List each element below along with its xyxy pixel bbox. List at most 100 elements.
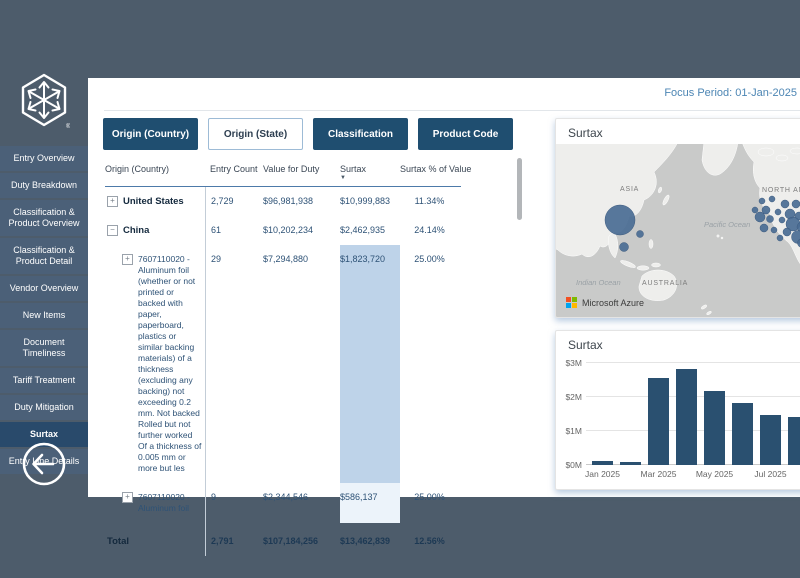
tab-classification[interactable]: Classification (313, 118, 408, 150)
sidebar-nav: Entry Overview Duty Breakdown Classificati… (0, 146, 88, 476)
surtax-bar-chart-card: Surtax $0M $1M $2M $3M Jan 2025 Mar 2025 May 2… (555, 330, 800, 490)
back-button[interactable] (21, 441, 67, 487)
bar-jun-2025[interactable] (732, 402, 753, 465)
surtax-bubble[interactable] (766, 215, 774, 223)
surtax-pct-cell: 24.14% (414, 225, 445, 235)
sidebar-item-entry-overview[interactable]: Entry Overview (0, 146, 88, 171)
surtax-cell[interactable]: $2,462,935 (340, 225, 386, 235)
expand-icon[interactable]: + (107, 196, 118, 207)
column-header-entry-count[interactable]: Entry Count (210, 164, 258, 174)
y-axis-tick-label: $1M (565, 426, 582, 437)
surtax-bubble[interactable] (604, 204, 636, 236)
matrix-scrollbar-thumb[interactable] (517, 158, 522, 220)
sidebar-item-new-items[interactable]: New Items (0, 303, 88, 328)
surtax-pct-cell: 12.56% (414, 536, 445, 546)
surtax-bubble[interactable] (636, 230, 644, 238)
sidebar-item-tariff-treatment[interactable]: Tariff Treatment (0, 368, 88, 393)
sort-descending-icon: ▼ (340, 175, 346, 181)
value-for-duty-cell: $96,981,938 (263, 196, 314, 206)
map-attribution-text: Microsoft Azure (582, 297, 645, 308)
tab-origin-country[interactable]: Origin (Country) (103, 118, 198, 150)
origin-label: 7607110020 - Aluminum foil (138, 492, 190, 513)
world-bubble-map[interactable]: ASIA NORTH AMERICA Pacific Ocean Indian Oce… (556, 144, 800, 318)
surtax-bubble[interactable] (761, 205, 771, 215)
surtax-pct-cell: 25.00% (414, 254, 445, 264)
x-axis-tick-label: May 2025 (695, 469, 734, 479)
bar-apr-2025[interactable] (676, 369, 697, 465)
entry-count-cell: 29 (205, 245, 263, 483)
surtax-cell[interactable]: $10,999,883 (340, 196, 391, 206)
cube-arrows-logo-icon: ® (21, 73, 71, 130)
matrix-header-row: Origin (Country) Entry Count Value for Dut… (105, 160, 472, 187)
map-card-title: Surtax (568, 126, 603, 140)
surtax-bubble[interactable] (782, 227, 792, 237)
value-for-duty-cell: $10,202,234 (263, 225, 314, 235)
x-axis-tick-label: Jul 2025 (754, 469, 787, 479)
sidebar-item-document-timeliness[interactable]: Document Timeliness (0, 330, 88, 366)
sidebar: ® Entry Overview Duty Breakdown Classifica… (0, 0, 88, 578)
surtax-bubble[interactable] (797, 238, 800, 248)
origin-cell: +7607110020 - Aluminum foil (120, 483, 205, 523)
surtax-bubble[interactable] (619, 242, 629, 252)
matrix-row-china: − China 61 $10,202,234 $2,462,935 24.14% (105, 216, 461, 245)
sidebar-item-classification-product-detail[interactable]: Classification & Product Detail (0, 238, 88, 274)
bar-jul-2025[interactable] (760, 414, 781, 465)
value-for-duty-cell: $7,294,880 (263, 254, 309, 264)
surtax-bubble[interactable] (754, 211, 766, 223)
focus-period-label: Focus Period: 01-Jan-2025 (664, 87, 797, 99)
bar-may-2025[interactable] (704, 390, 725, 465)
bar-mar-2025[interactable] (648, 378, 669, 465)
sidebar-item-vendor-overview[interactable]: Vendor Overview (0, 276, 88, 301)
sidebar-item-duty-breakdown[interactable]: Duty Breakdown (0, 173, 88, 198)
map-bubbles (604, 195, 800, 252)
surtax-cell[interactable]: $13,462,839 (340, 536, 391, 546)
report-canvas: Focus Period: 01-Jan-2025 Origin (Countr… (88, 78, 800, 556)
surtax-pct-cell: 25.00% (414, 492, 445, 502)
surtax-bubble[interactable] (778, 216, 786, 224)
surtax-bubble[interactable] (768, 195, 776, 203)
surtax-bubble[interactable] (785, 216, 800, 232)
origin-cell: − China (105, 216, 205, 245)
map-label-asia: ASIA (620, 186, 639, 193)
sidebar-item-surtax[interactable]: Surtax (0, 422, 88, 447)
surtax-bubble[interactable] (780, 199, 790, 209)
column-header-origin-country[interactable]: Origin (Country) (105, 164, 170, 174)
matrix-body: + United States 2,729 $96,981,938 $10,999,88… (105, 187, 461, 556)
x-axis-tick-label: Mar 2025 (640, 469, 677, 479)
collapse-icon[interactable]: − (107, 225, 118, 236)
surtax-bubble[interactable] (751, 206, 759, 214)
column-header-surtax[interactable]: Surtax ▼ (340, 160, 400, 186)
surtax-bubble[interactable] (774, 208, 782, 216)
map-label-indian-ocean: Indian Ocean (576, 278, 621, 287)
surtax-bubble[interactable] (796, 222, 800, 232)
sidebar-item-classification-product-overview[interactable]: Classification & Product Overview (0, 200, 88, 236)
column-header-value-for-duty[interactable]: Value for Duty (263, 164, 320, 174)
surtax-bubble[interactable] (776, 234, 784, 242)
surtax-bubble[interactable] (791, 199, 800, 209)
surtax-bubble[interactable] (759, 223, 769, 233)
map-label-north-america: NORTH AMERICA (762, 187, 800, 194)
surtax-bubble[interactable] (770, 226, 778, 234)
surtax-pct-cell: 11.34% (414, 196, 445, 206)
surtax-cell[interactable]: $1,823,720 (340, 245, 400, 483)
bar-jan-2025[interactable] (592, 460, 613, 465)
column-header-surtax-of-value[interactable]: Surtax % of Value (400, 164, 472, 174)
matrix-total-row: Total 2,791 $107,184,256 $13,462,839 12.56% (105, 523, 461, 556)
sidebar-item-entry-line-details[interactable]: Entry Line Details (0, 449, 88, 474)
bar-aug-2025[interactable] (788, 416, 800, 465)
origin-cell: Total (105, 523, 205, 556)
origin-label: United States (123, 196, 184, 207)
surtax-cell[interactable]: $586,137 (340, 483, 400, 523)
map-label-australia: AUSTRALIA (642, 280, 688, 287)
tab-product-code[interactable]: Product Code (418, 118, 513, 150)
bar-chart-title: Surtax (568, 338, 603, 352)
sidebar-item-duty-mitigation[interactable]: Duty Mitigation (0, 395, 88, 420)
expand-icon[interactable]: + (122, 492, 133, 503)
surtax-bubble[interactable] (758, 197, 766, 205)
expand-icon[interactable]: + (122, 254, 133, 265)
bar-feb-2025[interactable] (620, 461, 641, 465)
tab-origin-state[interactable]: Origin (State) (208, 118, 303, 150)
y-axis-tick-label: $2M (565, 392, 582, 403)
entry-count-cell: 2,791 (205, 523, 263, 556)
